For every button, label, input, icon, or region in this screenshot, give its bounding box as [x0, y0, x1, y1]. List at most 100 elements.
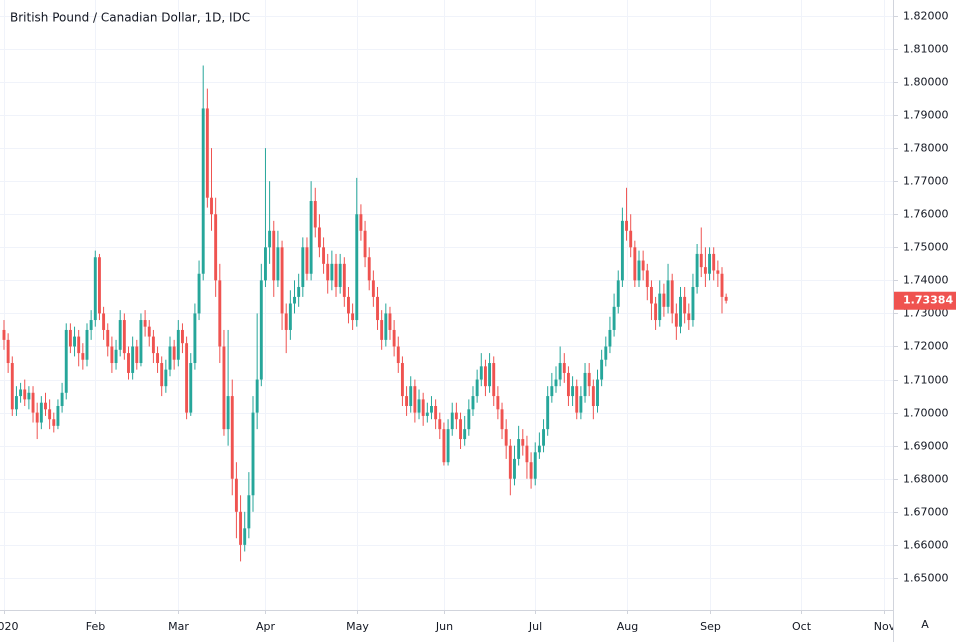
candle-body: [674, 313, 678, 327]
candle-body: [210, 197, 213, 215]
candle-body: [708, 253, 712, 274]
x-tick-label: Jul: [528, 620, 542, 633]
candle-body: [417, 399, 421, 413]
candle-body: [293, 296, 296, 304]
candle-body: [118, 320, 122, 350]
candle-body: [48, 409, 52, 420]
candle-body: [396, 346, 400, 364]
x-tick-label: Apr: [256, 620, 276, 633]
candle-body: [259, 280, 263, 380]
candle-body: [496, 396, 500, 410]
x-tick-label: Mar: [168, 620, 189, 633]
candle-body: [264, 247, 267, 281]
candle-body: [367, 257, 371, 281]
candle-body: [313, 201, 317, 228]
candle-body: [421, 399, 425, 416]
candle-body: [14, 396, 18, 410]
chart-title: British Pound / Canadian Dollar, 1D, IDC: [10, 11, 250, 25]
candle-body: [93, 257, 97, 321]
candle-body: [363, 230, 367, 258]
candle-body: [193, 313, 197, 364]
candle-body: [6, 339, 10, 364]
candle-body: [724, 296, 728, 301]
candle-body: [521, 439, 525, 446]
candle-body: [56, 406, 60, 426]
candle-body: [413, 386, 417, 413]
candle-body: [442, 429, 446, 463]
candle-body: [641, 260, 645, 271]
candle-body: [218, 280, 222, 347]
y-tick-label: 1.81000: [903, 43, 949, 56]
candle-body: [342, 263, 346, 297]
candle-body: [629, 230, 633, 248]
candle-body: [106, 329, 110, 347]
x-axis: 2020 Feb Mar Apr May Jun Jul Aug Sep Oct Nov: [0, 611, 893, 633]
candle-body: [471, 396, 475, 410]
x-tick-label: Oct: [792, 620, 812, 633]
y-axis: 1.65000 1.66000 1.67000 1.68000 1.69000 1.700…: [893, 10, 956, 585]
candle-body: [185, 343, 189, 413]
candle-body: [380, 320, 384, 340]
candle-body: [550, 386, 554, 397]
candle-body: [77, 336, 81, 354]
candle-body: [176, 329, 180, 360]
candle-body: [558, 363, 562, 380]
candle-body: [355, 214, 359, 321]
candle-body: [479, 366, 483, 380]
candle-body: [338, 263, 342, 287]
x-tick-label: May: [346, 620, 369, 633]
candle-body: [222, 346, 226, 430]
candle-body: [52, 419, 56, 426]
candle-body: [160, 363, 164, 387]
candle-body: [156, 353, 160, 364]
candle-body: [89, 320, 93, 330]
candle-body: [405, 396, 409, 407]
candle-body: [301, 247, 305, 287]
candle-body: [322, 247, 326, 264]
candle-body: [616, 280, 620, 307]
candle-body: [699, 253, 703, 268]
autoscale-label[interactable]: A: [921, 618, 929, 631]
candle-body: [226, 396, 230, 430]
candle-body: [214, 214, 218, 281]
x-tick-label: Aug: [617, 620, 638, 633]
candle-body: [409, 386, 413, 407]
x-tick-label: Sep: [700, 620, 721, 633]
candle-body: [691, 286, 695, 321]
candle-body: [658, 293, 662, 321]
candle-body: [425, 412, 429, 416]
candle-body: [180, 329, 184, 344]
candle-body: [575, 386, 579, 413]
candle-body: [347, 296, 350, 314]
candle-body: [475, 379, 479, 397]
candle-body: [542, 429, 545, 446]
candle-body: [334, 263, 338, 287]
candle-body: [388, 313, 392, 330]
y-tick-label: 1.71000: [903, 374, 949, 387]
candle-body: [463, 429, 467, 440]
candle-body: [268, 230, 272, 248]
candle-body: [288, 303, 292, 330]
candle-body: [430, 406, 433, 413]
candle-body: [317, 227, 321, 248]
candle-body: [168, 346, 172, 370]
candle-body: [645, 270, 649, 287]
autoscale-button-bg[interactable]: [914, 614, 936, 634]
candle-body: [359, 214, 363, 231]
candle-body: [529, 462, 533, 479]
candle-body: [513, 458, 516, 479]
candle-body: [23, 389, 27, 400]
candle-body: [205, 108, 209, 198]
candle-body: [280, 247, 284, 314]
autoscale-button[interactable]: A: [914, 614, 936, 634]
candle-body: [720, 273, 724, 297]
candle-body: [492, 363, 496, 397]
candle-body: [579, 396, 583, 413]
last-price-label: 1.73384: [903, 294, 953, 307]
candle-body: [276, 247, 280, 281]
y-tick-label: 1.66000: [903, 539, 949, 552]
candle-body: [151, 336, 155, 354]
